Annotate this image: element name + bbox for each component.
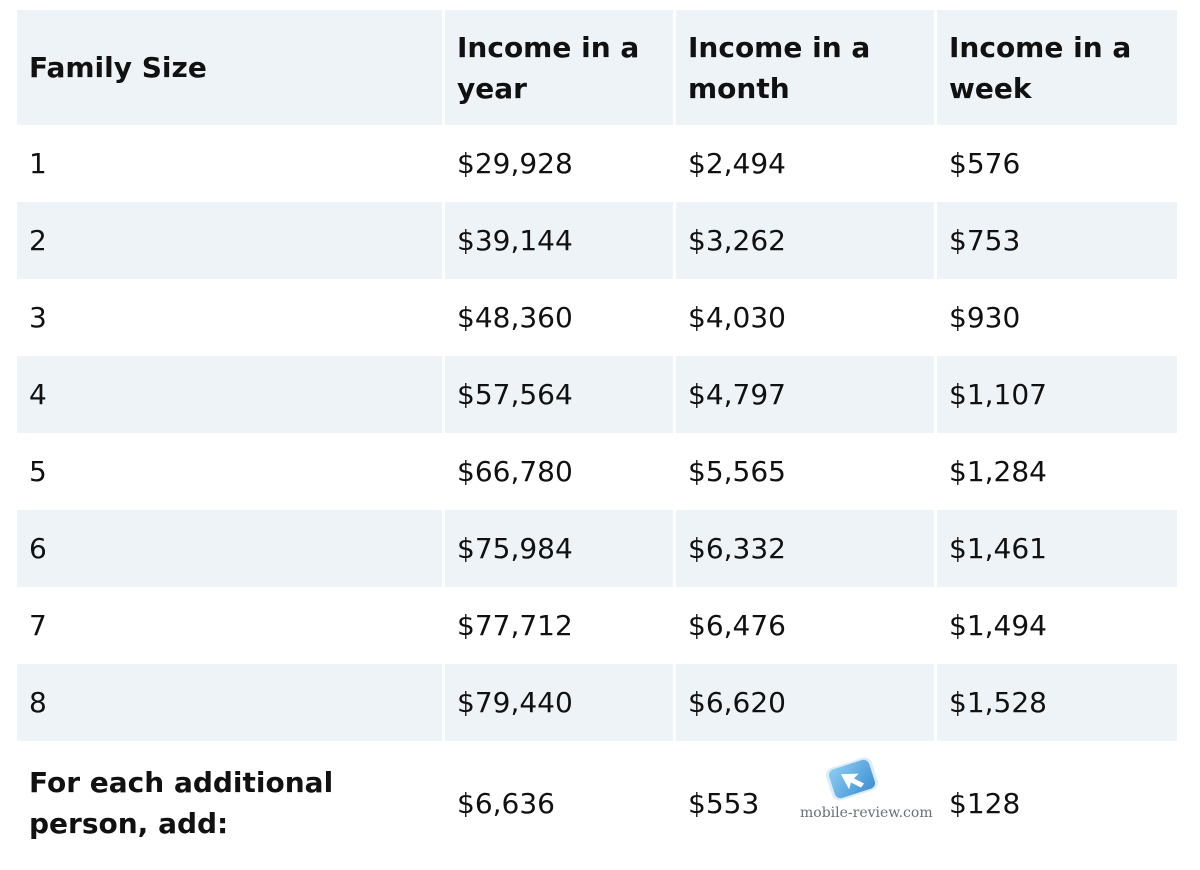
additional-week-cell: $128: [934, 741, 1177, 865]
income-table-container: Family Size Income in a year Income in a…: [17, 10, 1177, 865]
table-row: 8 $79,440 $6,620 $1,528: [17, 664, 1177, 741]
watermark-text: mobile-review.com: [800, 805, 933, 821]
income-week-cell: $1,494: [934, 587, 1177, 664]
table-row: 2 $39,144 $3,262 $753: [17, 202, 1177, 279]
family-size-cell: 8: [17, 664, 442, 741]
family-size-cell: 5: [17, 433, 442, 510]
family-size-cell: 6: [17, 510, 442, 587]
table-row: 6 $75,984 $6,332 $1,461: [17, 510, 1177, 587]
family-size-cell: 7: [17, 587, 442, 664]
additional-person-row: For each additional person, add: $6,636 …: [17, 741, 1177, 865]
income-month-cell: $2,494: [673, 125, 934, 202]
income-month-cell: $3,262: [673, 202, 934, 279]
income-year-cell: $39,144: [442, 202, 673, 279]
table-row: 7 $77,712 $6,476 $1,494: [17, 587, 1177, 664]
family-size-cell: 3: [17, 279, 442, 356]
income-week-cell: $1,107: [934, 356, 1177, 433]
income-year-cell: $29,928: [442, 125, 673, 202]
income-year-cell: $79,440: [442, 664, 673, 741]
family-size-cell: 4: [17, 356, 442, 433]
table-row: 1 $29,928 $2,494 $576: [17, 125, 1177, 202]
additional-person-label: For each additional person, add:: [17, 741, 442, 865]
family-size-cell: 1: [17, 125, 442, 202]
income-week-cell: $1,284: [934, 433, 1177, 510]
income-month-cell: $6,476: [673, 587, 934, 664]
table-header: Family Size Income in a year Income in a…: [17, 10, 1177, 125]
income-week-cell: $576: [934, 125, 1177, 202]
header-income-week: Income in a week: [934, 10, 1177, 125]
table-row: 4 $57,564 $4,797 $1,107: [17, 356, 1177, 433]
income-year-cell: $77,712: [442, 587, 673, 664]
table-row: 5 $66,780 $5,565 $1,284: [17, 433, 1177, 510]
header-family-size: Family Size: [17, 10, 442, 125]
income-month-cell: $4,030: [673, 279, 934, 356]
income-week-cell: $1,461: [934, 510, 1177, 587]
watermark: mobile-review.com: [800, 755, 933, 827]
income-month-cell: $4,797: [673, 356, 934, 433]
income-week-cell: $930: [934, 279, 1177, 356]
table-body: 1 $29,928 $2,494 $576 2 $39,144 $3,262 $…: [17, 125, 1177, 865]
additional-month-cell: $553: [673, 741, 934, 865]
income-month-cell: $6,332: [673, 510, 934, 587]
income-month-cell: $5,565: [673, 433, 934, 510]
additional-year-cell: $6,636: [442, 741, 673, 865]
header-income-month: Income in a month: [673, 10, 934, 125]
income-table: Family Size Income in a year Income in a…: [17, 10, 1177, 865]
mobile-review-logo-icon: [826, 757, 878, 801]
income-year-cell: $57,564: [442, 356, 673, 433]
header-row: Family Size Income in a year Income in a…: [17, 10, 1177, 125]
table-row: 3 $48,360 $4,030 $930: [17, 279, 1177, 356]
income-year-cell: $66,780: [442, 433, 673, 510]
income-year-cell: $48,360: [442, 279, 673, 356]
income-year-cell: $75,984: [442, 510, 673, 587]
income-week-cell: $1,528: [934, 664, 1177, 741]
income-month-cell: $6,620: [673, 664, 934, 741]
income-week-cell: $753: [934, 202, 1177, 279]
family-size-cell: 2: [17, 202, 442, 279]
header-income-year: Income in a year: [442, 10, 673, 125]
